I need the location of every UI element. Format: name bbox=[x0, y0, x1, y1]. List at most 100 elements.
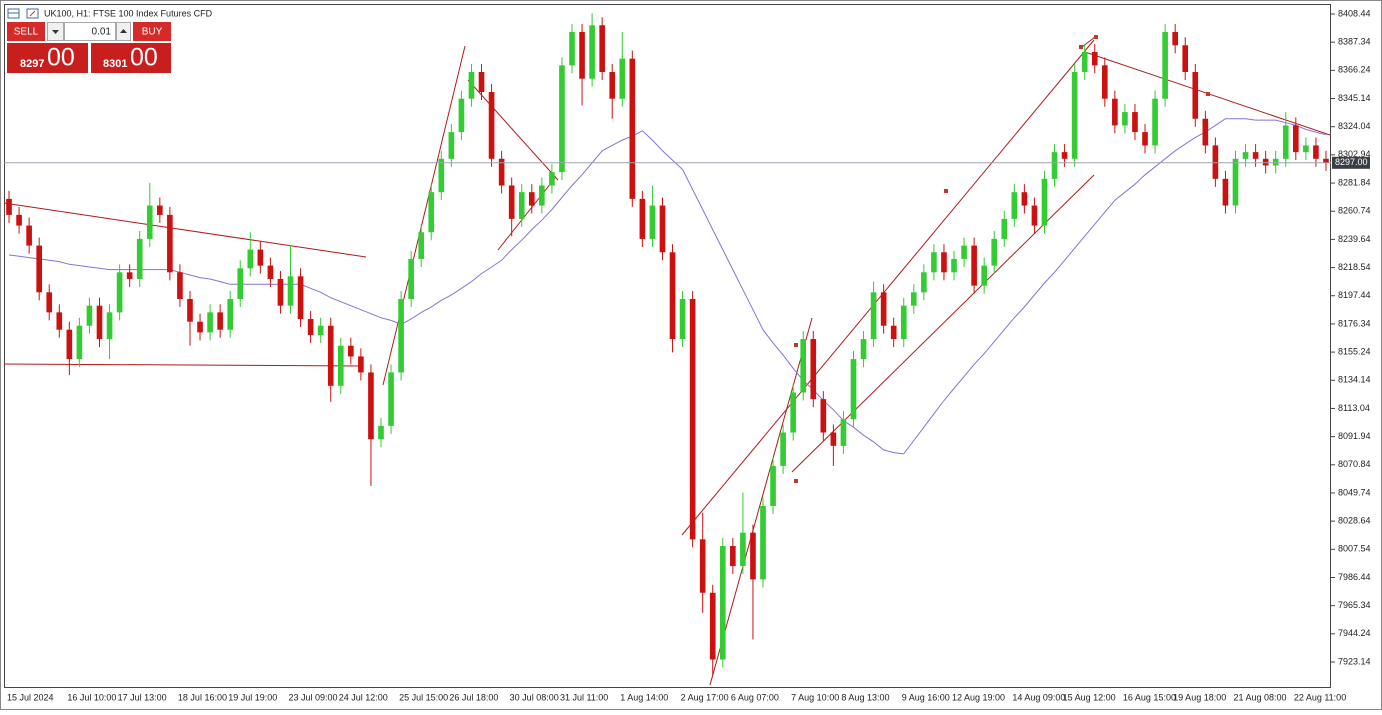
icon-line bbox=[29, 10, 36, 17]
candle-body bbox=[1313, 145, 1319, 159]
candle-body bbox=[850, 359, 857, 420]
candle-body bbox=[368, 372, 374, 440]
candle-body bbox=[679, 298, 686, 340]
anchor-point bbox=[1206, 92, 1210, 96]
candle-body bbox=[488, 92, 495, 159]
candle-body bbox=[1101, 65, 1108, 99]
candle-body bbox=[307, 319, 314, 336]
last-price-label: 8297.00 bbox=[1335, 157, 1368, 167]
candle-body bbox=[981, 265, 987, 286]
sell-price[interactable]: 8297 bbox=[20, 58, 44, 70]
candle-body bbox=[1182, 45, 1189, 73]
candle-body bbox=[317, 325, 324, 336]
candle-body bbox=[56, 312, 63, 330]
x-tick-label: 15 Jul 2024 bbox=[7, 692, 54, 702]
buy-label[interactable]: BUY bbox=[142, 27, 163, 38]
y-tick-label: 7986.44 bbox=[1338, 572, 1371, 582]
candle-body bbox=[1242, 152, 1249, 159]
y-tick-label: 8176.34 bbox=[1338, 318, 1371, 328]
candle-body bbox=[971, 245, 977, 286]
candle-body bbox=[1282, 125, 1289, 159]
anchor-point bbox=[1094, 35, 1098, 39]
candle-body bbox=[1122, 112, 1128, 126]
buy-button[interactable] bbox=[133, 22, 171, 41]
x-tick-label: 31 Jul 11:00 bbox=[560, 692, 608, 702]
candle-body bbox=[177, 272, 183, 299]
x-tick-label: 1 Aug 14:00 bbox=[620, 692, 668, 702]
candle-body bbox=[810, 339, 817, 400]
candle-body bbox=[1232, 158, 1239, 206]
candle-body bbox=[780, 432, 786, 466]
candle-body bbox=[689, 298, 696, 540]
x-tick-label: 16 Jul 10:00 bbox=[67, 692, 116, 702]
candle-body bbox=[770, 465, 776, 506]
candle-body bbox=[1112, 98, 1118, 126]
candle-body bbox=[498, 158, 505, 186]
candle-body bbox=[96, 305, 103, 340]
one-click-panel: SELL 0.01 BUY 8297 00 8301 00 bbox=[7, 22, 171, 73]
x-tick-label: 6 Aug 07:00 bbox=[731, 692, 779, 702]
candle-body bbox=[931, 252, 937, 273]
candle-body bbox=[1061, 152, 1068, 159]
candle-body bbox=[146, 205, 153, 239]
x-tick-label: 25 Jul 15:00 bbox=[399, 692, 448, 702]
y-tick-label: 8197.44 bbox=[1338, 290, 1371, 300]
buy-pips[interactable]: 00 bbox=[130, 44, 158, 72]
y-tick-label: 8113.04 bbox=[1338, 403, 1370, 413]
y-tick-label: 8302.94 bbox=[1338, 149, 1371, 159]
candle-body bbox=[921, 272, 927, 293]
candle-body bbox=[518, 192, 525, 219]
sell-label[interactable]: SELL bbox=[14, 27, 39, 38]
y-tick-label: 8070.84 bbox=[1338, 459, 1371, 469]
x-tick-label: 2 Aug 17:00 bbox=[681, 692, 729, 702]
trendline bbox=[3, 202, 367, 258]
candle-body bbox=[438, 158, 445, 193]
candle-body bbox=[599, 25, 605, 73]
candle-body bbox=[790, 392, 796, 433]
candle-body bbox=[418, 232, 425, 259]
candle-body bbox=[609, 72, 616, 99]
candle-body bbox=[900, 305, 907, 340]
candle-body bbox=[136, 238, 143, 279]
down-arrow bbox=[52, 30, 59, 34]
trendline bbox=[681, 39, 1095, 536]
x-tick-label: 16 Aug 15:00 bbox=[1123, 692, 1176, 702]
candle-body bbox=[991, 238, 998, 266]
candle-body bbox=[750, 532, 756, 580]
candle-body bbox=[860, 339, 867, 360]
candle-body bbox=[890, 325, 897, 340]
buy-price-box[interactable] bbox=[91, 43, 171, 73]
candle-body bbox=[126, 272, 133, 279]
candle-body bbox=[1212, 145, 1219, 179]
x-tick-label: 26 Jul 18:00 bbox=[449, 692, 498, 702]
lot-input[interactable] bbox=[64, 22, 116, 41]
candle-body bbox=[1011, 192, 1018, 219]
candle-body bbox=[1051, 152, 1058, 179]
sell-pips[interactable]: 00 bbox=[47, 44, 75, 72]
candle-body bbox=[760, 505, 766, 580]
candle-body bbox=[26, 225, 32, 246]
candle-body bbox=[1041, 178, 1048, 226]
candle-body bbox=[549, 172, 555, 186]
candle-body bbox=[1303, 145, 1309, 153]
sell-button[interactable] bbox=[7, 22, 45, 41]
candle-body bbox=[1001, 218, 1008, 239]
lot-value[interactable]: 0.01 bbox=[92, 27, 112, 38]
candle-body bbox=[468, 72, 475, 99]
candle-body bbox=[398, 298, 404, 373]
x-tick-label: 8 Aug 13:00 bbox=[841, 692, 889, 702]
y-tick-label: 8387.34 bbox=[1338, 37, 1371, 47]
candle-body bbox=[559, 65, 565, 173]
anchor-point bbox=[794, 343, 798, 347]
candle-body bbox=[579, 31, 585, 79]
sell-price-box[interactable] bbox=[7, 43, 88, 73]
y-tick-label: 8049.74 bbox=[1338, 487, 1371, 497]
candle-body bbox=[86, 305, 93, 326]
x-tick-label: 15 Aug 12:00 bbox=[1063, 692, 1116, 702]
buy-price[interactable]: 8301 bbox=[103, 58, 127, 70]
candle-body bbox=[1292, 125, 1299, 153]
candle-body bbox=[267, 265, 274, 279]
candle-body bbox=[719, 546, 726, 660]
header: UK100, H1: FTSE 100 Index Futures CFD bbox=[7, 8, 213, 19]
